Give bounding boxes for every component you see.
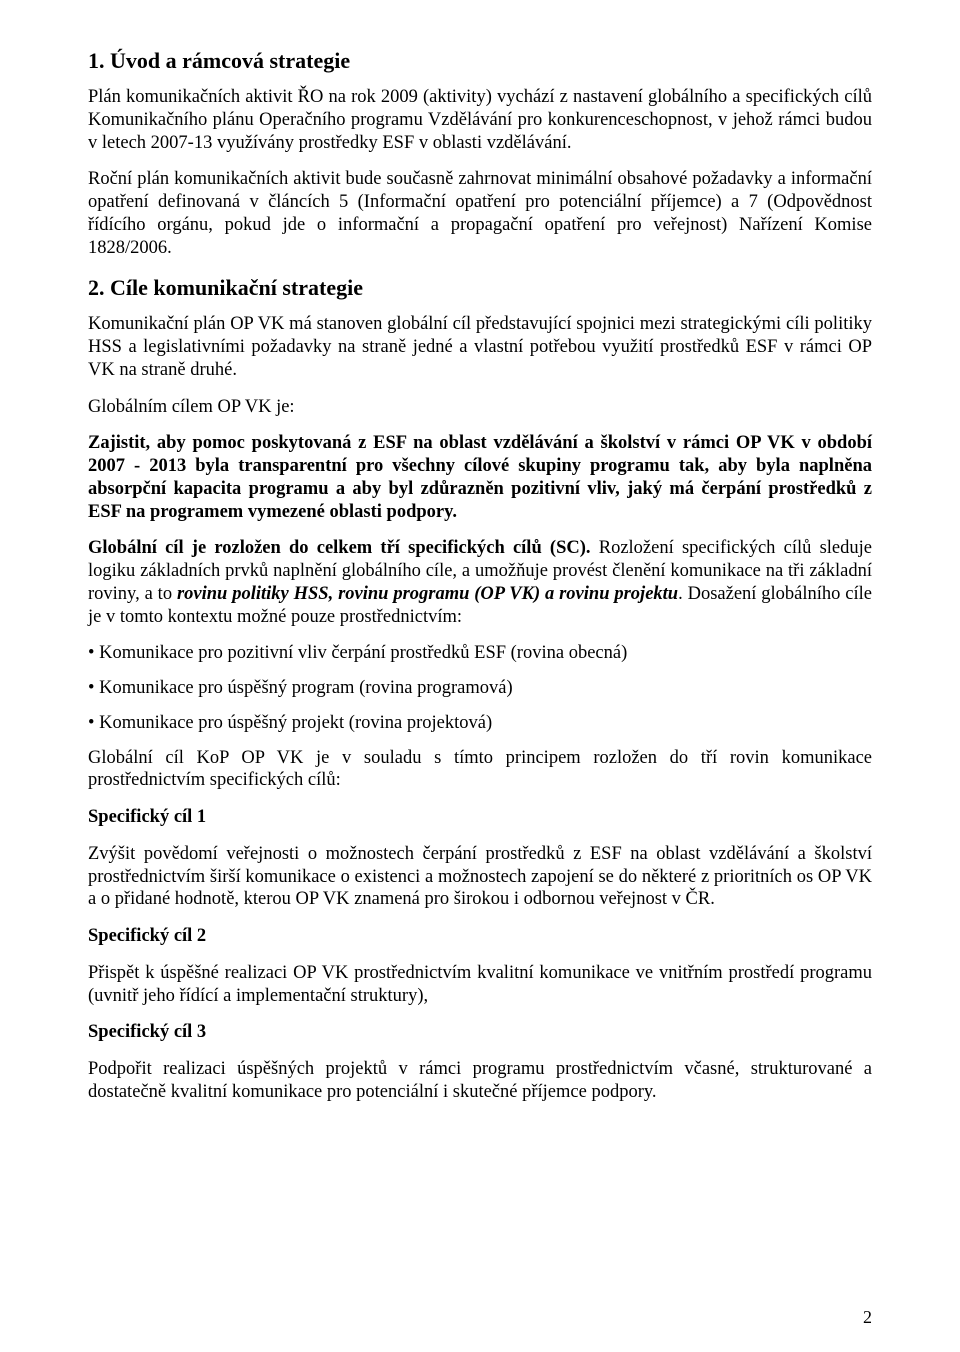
specific-goal-3-title: Specifický cíl 3 bbox=[88, 1021, 872, 1044]
specific-goal-2-title: Specifický cíl 2 bbox=[88, 925, 872, 948]
bullet-item: • Komunikace pro úspěšný program (rovina… bbox=[88, 677, 872, 700]
section-2-heading: 2. Cíle komunikační strategie bbox=[88, 275, 872, 301]
section-1-para-2: Roční plán komunikačních aktivit bude so… bbox=[88, 168, 872, 259]
section-2-para-1: Komunikační plán OP VK má stanoven globá… bbox=[88, 313, 872, 381]
specific-goal-3-text: Podpořit realizaci úspěšných projektů v … bbox=[88, 1058, 872, 1104]
section-2-mixed-para: Globální cíl je rozložen do celkem tří s… bbox=[88, 537, 872, 628]
bullet-item: • Komunikace pro pozitivní vliv čerpání … bbox=[88, 642, 872, 665]
specific-goal-2-text: Přispět k úspěšné realizaci OP VK prostř… bbox=[88, 962, 872, 1008]
section-2-after-bullets: Globální cíl KoP OP VK je v souladu s tí… bbox=[88, 747, 872, 793]
section-1-heading: 1. Úvod a rámcová strategie bbox=[88, 48, 872, 74]
specific-goal-1-text: Zvýšit povědomí veřejnosti o možnostech … bbox=[88, 843, 872, 911]
page-number: 2 bbox=[863, 1307, 872, 1328]
mixed-italic-part: rovinu politiky HSS, rovinu programu (OP… bbox=[177, 584, 678, 604]
specific-goal-1-title: Specifický cíl 1 bbox=[88, 806, 872, 829]
section-2-para-2: Globálním cílem OP VK je: bbox=[88, 396, 872, 419]
section-1-para-1: Plán komunikačních aktivit ŘO na rok 200… bbox=[88, 86, 872, 154]
bullet-item: • Komunikace pro úspěšný projekt (rovina… bbox=[88, 712, 872, 735]
mixed-bold-lead: Globální cíl je rozložen do celkem tří s… bbox=[88, 538, 599, 558]
section-2-bold-goal: Zajistit, aby pomoc poskytovaná z ESF na… bbox=[88, 432, 872, 523]
